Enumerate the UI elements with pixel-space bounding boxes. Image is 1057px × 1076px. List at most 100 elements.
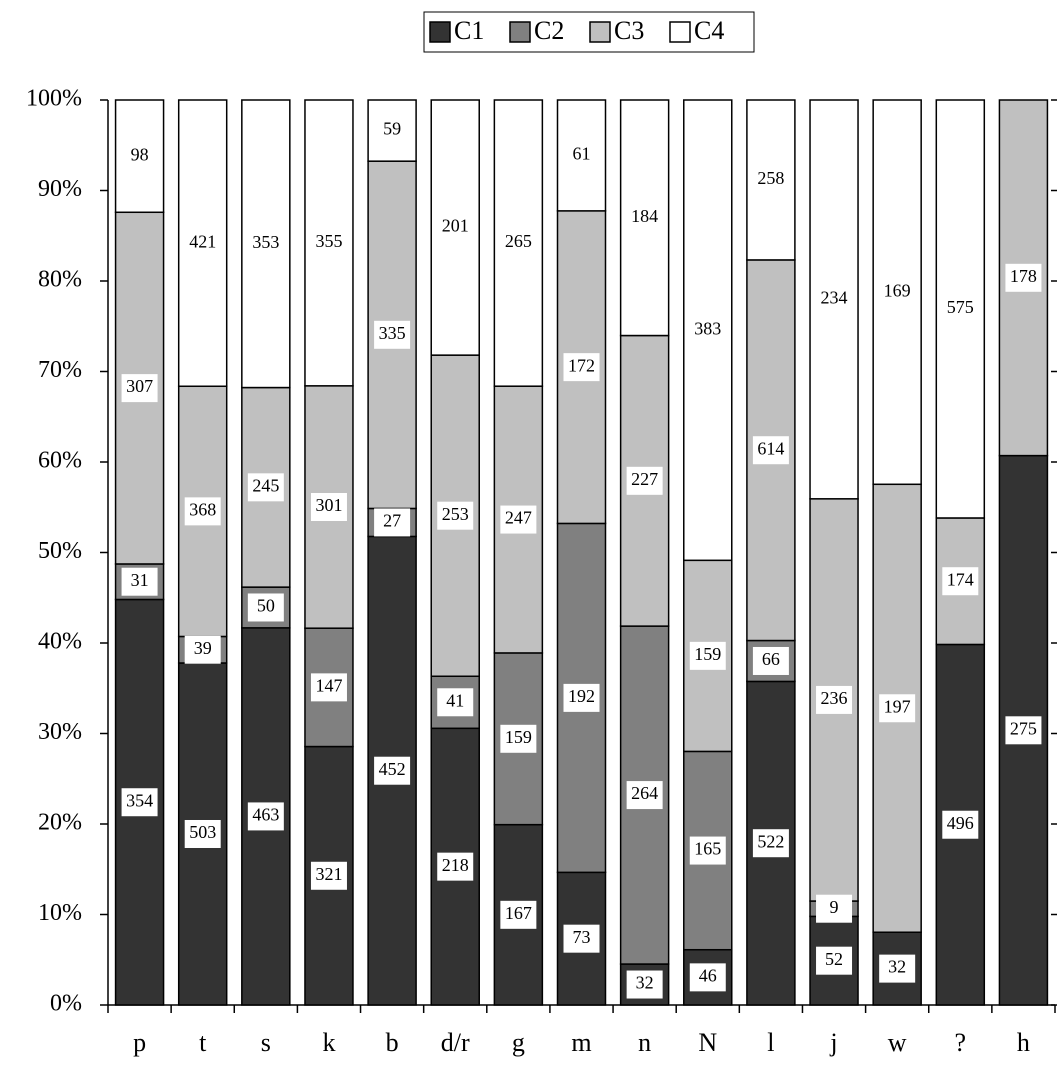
data-label-bg (121, 788, 158, 817)
data-label-bg (816, 894, 853, 923)
x-tick-label: t (199, 1028, 207, 1057)
data-label-bg (626, 781, 663, 810)
data-label: 354 (126, 790, 153, 810)
y-tick-label: 70% (38, 357, 82, 383)
data-label-bg (879, 954, 916, 983)
data-label-bg (437, 213, 474, 242)
data-label-bg (816, 685, 853, 714)
data-label-bg (374, 320, 411, 349)
data-label-bg (1005, 263, 1042, 292)
data-label: 614 (757, 438, 784, 458)
data-label: 169 (884, 280, 911, 300)
data-label: 50 (257, 596, 275, 616)
x-tick-label: w (888, 1028, 907, 1057)
y-tick-label: 80% (38, 267, 82, 293)
data-label: 39 (194, 638, 212, 658)
data-label: 463 (252, 805, 279, 825)
y-tick-label: 90% (38, 176, 82, 202)
x-tick-label: m (571, 1028, 591, 1057)
data-label-bg (437, 501, 474, 530)
data-label: 61 (573, 144, 591, 164)
data-label-bg (563, 683, 600, 712)
x-tick-label: n (638, 1028, 651, 1057)
data-label-bg (437, 852, 474, 881)
data-label: 174 (947, 569, 974, 589)
legend-swatch (509, 21, 531, 43)
data-label: 59 (383, 119, 401, 139)
data-label: 234 (821, 288, 848, 308)
data-label-bg (500, 505, 537, 534)
x-tick-label: k (322, 1028, 335, 1057)
data-label-bg (626, 203, 663, 232)
y-tick-label: 40% (38, 629, 82, 655)
data-label: 227 (631, 469, 658, 489)
data-label: 321 (315, 864, 342, 884)
data-label: 66 (762, 649, 780, 669)
data-label: 236 (821, 688, 848, 708)
x-tick-label: d/r (441, 1028, 470, 1057)
data-label: 32 (888, 957, 906, 977)
data-label: 41 (446, 690, 464, 710)
data-label: 258 (757, 168, 784, 188)
legend-box (423, 11, 755, 53)
y-tick-label: 20% (38, 810, 82, 836)
data-label-bg (626, 970, 663, 999)
data-label: 52 (825, 949, 843, 969)
y-tick-label: 100% (26, 86, 82, 112)
data-label-bg (374, 508, 411, 537)
data-label-bg (184, 497, 221, 526)
data-label: 165 (694, 839, 721, 859)
legend-label: C4 (694, 16, 724, 45)
x-tick-label: g (512, 1028, 525, 1057)
data-label: 159 (694, 644, 721, 664)
data-label: 503 (189, 822, 216, 842)
data-label-bg (879, 278, 916, 307)
data-label-bg (121, 567, 158, 596)
data-label: 421 (189, 231, 216, 251)
data-label: 172 (568, 355, 595, 375)
data-label: 265 (505, 231, 532, 251)
x-tick-label: p (133, 1028, 146, 1057)
data-label-bg (816, 946, 853, 975)
data-label: 496 (947, 813, 974, 833)
data-label-bg (500, 724, 537, 753)
data-label-bg (247, 593, 284, 622)
y-tick-label: 0% (50, 991, 82, 1017)
x-tick-label: ? (955, 1028, 967, 1057)
data-label-bg (689, 963, 726, 992)
data-label: 307 (126, 376, 153, 396)
data-label: 335 (379, 323, 406, 343)
x-tick-label: s (261, 1028, 271, 1057)
data-label-bg (563, 924, 600, 953)
data-label: 264 (631, 783, 658, 803)
data-label: 192 (568, 686, 595, 706)
y-tick-label: 50% (38, 538, 82, 564)
data-label: 147 (315, 675, 342, 695)
data-label: 301 (315, 495, 342, 515)
x-tick-label: j (829, 1028, 837, 1057)
data-label-bg (689, 641, 726, 670)
data-label-bg (500, 229, 537, 258)
data-label-bg (121, 374, 158, 403)
data-label: 247 (505, 508, 532, 528)
data-label-bg (310, 861, 347, 890)
y-tick-label: 10% (38, 900, 82, 926)
data-label-bg (1005, 716, 1042, 745)
data-label-bg (879, 694, 916, 723)
data-label-bg (752, 829, 789, 858)
data-label-bg (563, 353, 600, 382)
legend-label: C1 (454, 16, 484, 45)
data-label-bg (247, 229, 284, 258)
data-label: 353 (252, 232, 279, 252)
data-label: 27 (383, 511, 401, 531)
legend-label: C2 (534, 16, 564, 45)
data-label: 383 (694, 318, 721, 338)
data-label-bg (247, 473, 284, 502)
data-label-bg (626, 466, 663, 495)
data-label: 368 (189, 499, 216, 519)
data-label-bg (184, 635, 221, 664)
data-label: 575 (947, 297, 974, 317)
data-label: 355 (315, 231, 342, 251)
data-label-bg (942, 567, 979, 596)
